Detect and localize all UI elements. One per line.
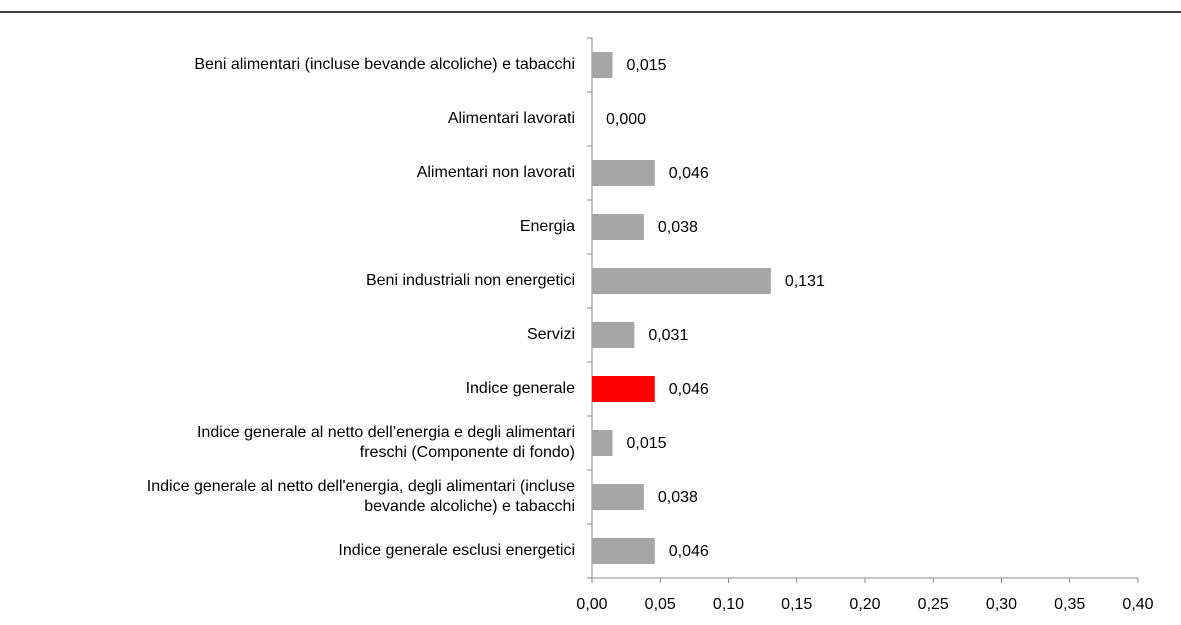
value-label: 0,131 (785, 273, 825, 290)
value-label: 0,015 (626, 57, 666, 74)
x-tick-label: 0,30 (986, 596, 1017, 613)
bar (592, 538, 655, 564)
bar (592, 484, 644, 510)
value-label: 0,031 (648, 327, 688, 344)
x-tick-label: 0,15 (781, 596, 812, 613)
x-tick-label: 0,05 (645, 596, 676, 613)
category-label: Indice generale al netto dell'energia, d… (146, 478, 575, 515)
value-label: 0,038 (658, 219, 698, 236)
category-label: Indice generale esclusi energetici (338, 542, 575, 559)
category-label: Energia (519, 218, 575, 235)
category-label: Alimentari non lavorati (416, 164, 575, 181)
value-label: 0,038 (658, 489, 698, 506)
category-label: Indice generale (465, 380, 575, 397)
category-label: Alimentari lavorati (447, 110, 575, 127)
bar (592, 376, 655, 402)
x-tick-label: 0,20 (849, 596, 880, 613)
bar (592, 52, 613, 78)
value-label: 0,046 (669, 543, 709, 560)
category-label: Servizi (526, 326, 575, 343)
x-tick-label: 0,35 (1054, 596, 1085, 613)
value-label: 0,000 (606, 111, 646, 128)
value-label: 0,046 (669, 165, 709, 182)
bar (592, 268, 771, 294)
x-tick-label: 0,40 (1122, 596, 1153, 613)
x-tick-label: 0,00 (576, 596, 607, 613)
bar (592, 214, 644, 240)
value-label: 0,015 (626, 435, 666, 452)
bar (592, 322, 635, 348)
x-tick-label: 0,10 (713, 596, 744, 613)
value-label: 0,046 (669, 381, 709, 398)
x-tick-label: 0,25 (918, 596, 949, 613)
category-label: Beni alimentari (incluse bevande alcolic… (194, 56, 575, 73)
category-label: Beni industriali non energetici (365, 272, 575, 289)
category-label: Indice generale al netto dell’energia e … (196, 424, 575, 461)
bar (592, 160, 655, 186)
bar (592, 430, 613, 456)
